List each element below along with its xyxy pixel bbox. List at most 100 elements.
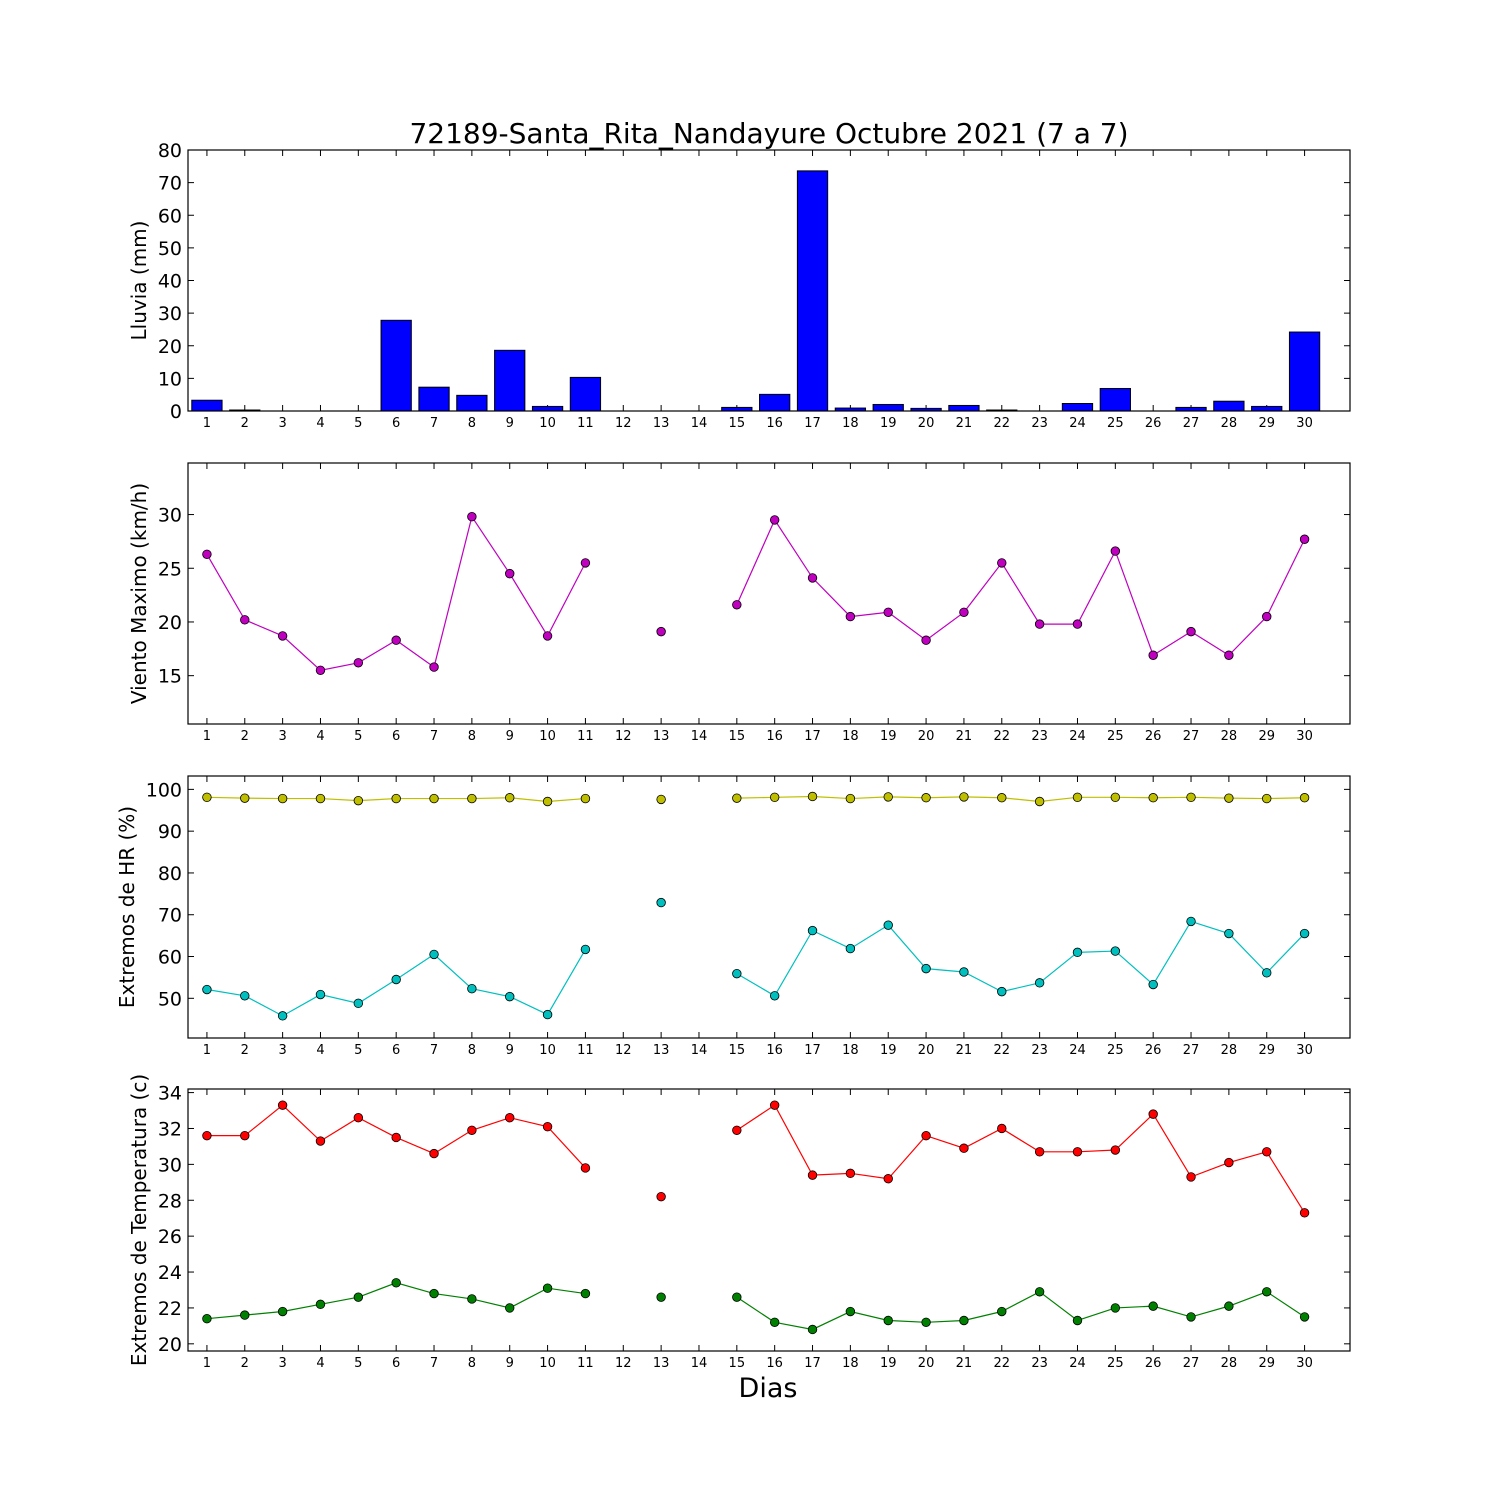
x-tick-label: 14: [691, 416, 708, 431]
bar-day-8: [456, 394, 488, 412]
x-tick-label: 17: [804, 416, 821, 431]
x-tick-label: 21: [956, 416, 973, 431]
x-tick-label: 10: [539, 1356, 556, 1371]
series-2-point-day-27: [1186, 916, 1196, 927]
series-1-point-day-27: [1186, 792, 1196, 803]
y-tick-label: 22: [158, 1298, 182, 1320]
x-tick-label: 27: [1183, 1356, 1200, 1371]
bar-day-11: [569, 376, 602, 412]
x-tick-label: 25: [1107, 1043, 1124, 1058]
bar-day-10: [531, 405, 564, 412]
x-tick-label: 4: [316, 416, 324, 431]
series-1-point-day-18: [845, 611, 856, 622]
series-1-point-day-26: [1148, 793, 1158, 803]
series-1-point-day-23: [1034, 1147, 1045, 1157]
series-2-point-day-23: [1034, 978, 1045, 988]
series-2-point-day-17: [807, 1324, 818, 1335]
x-tick-label: 19: [880, 416, 897, 431]
x-tick-label: 15: [729, 1043, 746, 1058]
y-tick-label: 90: [158, 821, 182, 843]
x-tick-label: 11: [577, 1043, 594, 1058]
series-1-point-day-5: [353, 795, 364, 806]
x-tick-label: 25: [1107, 729, 1124, 744]
x-tick-label: 30: [1296, 729, 1313, 744]
y-tick-label: 60: [158, 947, 182, 969]
x-tick-label: 22: [994, 1356, 1011, 1371]
series-1-point-day-10: [542, 796, 553, 807]
series-2-point-day-18: [845, 943, 856, 954]
y-tick-label: 60: [158, 205, 182, 227]
series-1-point-day-18: [845, 1168, 856, 1179]
series-1-point-day-16: [769, 792, 780, 803]
series-2-point-day-21: [959, 1315, 969, 1326]
series-1-point-day-10: [542, 631, 553, 641]
series-2-point-day-23: [1034, 1287, 1045, 1297]
x-tick-label: 1: [203, 416, 211, 431]
series-1-point-day-23: [1034, 796, 1045, 807]
x-tick-label: 21: [956, 729, 973, 744]
series-2-point-day-19: [883, 920, 893, 930]
x-tick-label: 20: [918, 1043, 935, 1058]
y-tick-label: 70: [158, 173, 182, 195]
x-tick-label: 1: [203, 1356, 211, 1371]
x-tick-label: 9: [506, 1043, 514, 1058]
x-tick-label: 28: [1221, 729, 1238, 744]
plot-frame: [187, 462, 1351, 725]
x-tick-label: 13: [653, 416, 670, 431]
x-tick-label: 10: [539, 1043, 556, 1058]
y-tick-label: 80: [158, 863, 182, 885]
x-tick-label: 23: [1031, 1356, 1048, 1371]
series-2-point-day-2: [240, 1310, 250, 1320]
series-2-line: [736, 920, 1306, 997]
series-2-point-day-26: [1148, 979, 1158, 990]
x-tick-label: 30: [1296, 1356, 1313, 1371]
x-tick-label: 17: [804, 1043, 821, 1058]
series-1-point-day-7: [429, 662, 439, 672]
x-tick-label: 29: [1258, 1356, 1275, 1371]
series-1-point-day-17: [807, 573, 818, 583]
series-1-point-day-21: [959, 792, 969, 802]
series-1-point-day-9: [505, 793, 515, 803]
series-2-point-day-30: [1299, 928, 1310, 939]
x-tick-label: 13: [653, 1043, 670, 1058]
x-tick-label: 11: [577, 1356, 594, 1371]
x-tick-label: 24: [1069, 416, 1086, 431]
x-tick-label: 15: [729, 729, 746, 744]
series-1-point-day-25: [1110, 546, 1121, 556]
series-1-point-day-9: [505, 1113, 515, 1123]
x-tick-label: 8: [468, 729, 476, 744]
series-2-point-day-16: [769, 991, 780, 1001]
series-1-point-day-2: [240, 1130, 250, 1141]
y-tick-label: 100: [146, 779, 182, 801]
series-1-point-day-19: [883, 607, 893, 617]
series-1-point-day-29: [1262, 611, 1272, 622]
series-1-point-day-5: [353, 1113, 364, 1123]
x-tick-label: 2: [241, 729, 249, 744]
series-2-point-day-11: [580, 944, 591, 955]
x-tick-label: 30: [1296, 1043, 1313, 1058]
series-2-point-day-25: [1110, 946, 1121, 956]
x-tick-label: 28: [1221, 416, 1238, 431]
series-2-point-day-20: [921, 1317, 931, 1327]
series-2-point-day-1: [202, 1313, 212, 1324]
series-2-point-day-21: [959, 967, 969, 977]
series-2-point-day-15: [732, 968, 742, 979]
series-1-point-day-22: [997, 1123, 1007, 1134]
series-1-point-day-29: [1262, 1147, 1272, 1157]
series-1-point-day-26: [1148, 650, 1158, 660]
x-tick-label: 15: [729, 416, 746, 431]
x-tick-label: 24: [1069, 1356, 1086, 1371]
series-2-point-day-16: [769, 1317, 780, 1327]
series-1-point-day-24: [1072, 792, 1083, 803]
series-1-point-day-20: [921, 1130, 931, 1141]
series-1-line: [736, 518, 1306, 657]
series-1-point-day-6: [391, 1132, 401, 1143]
series-1-point-day-27: [1186, 1172, 1196, 1182]
x-tick-label: 5: [354, 416, 362, 431]
x-tick-label: 22: [994, 1043, 1011, 1058]
series-2-point-day-13: [656, 1292, 666, 1302]
